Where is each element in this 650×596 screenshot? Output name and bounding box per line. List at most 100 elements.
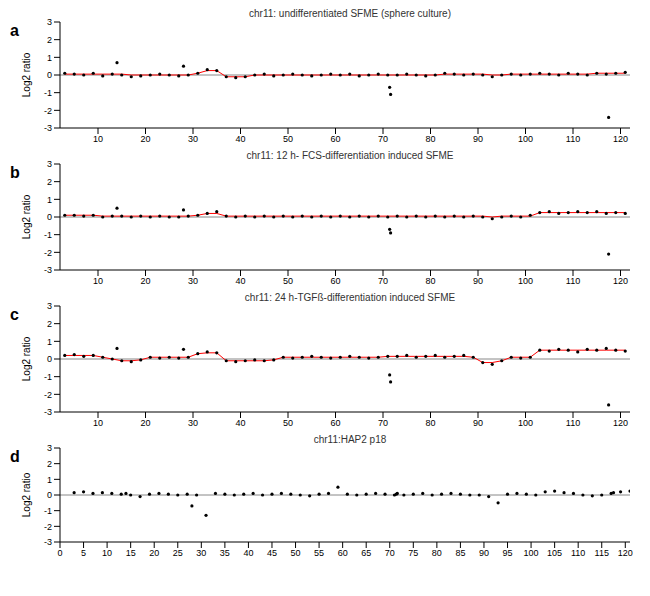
svg-text:10: 10 [93,276,103,286]
html-text:chr11: 24 h-TGFß-differentiati: chr11: 24 h-TGFß-differentiation induced… [244,292,456,303]
svg-text:25: 25 [173,548,183,558]
svg-text:30: 30 [196,548,206,558]
svg-text:Log2 ratio: Log2 ratio [21,336,32,381]
svg-text:70: 70 [378,276,388,286]
html-text:b: b [10,164,20,181]
svg-text:90: 90 [473,276,483,286]
svg-text:2: 2 [47,319,52,329]
svg-text:30: 30 [188,276,198,286]
svg-text:0: 0 [47,70,52,80]
svg-text:20: 20 [140,134,150,144]
svg-text:1: 1 [47,195,52,205]
svg-text:90: 90 [473,418,483,428]
svg-text:70: 70 [378,134,388,144]
svg-text:60: 60 [330,134,340,144]
svg-text:-3: -3 [44,537,52,547]
svg-text:70: 70 [378,418,388,428]
svg-text:120: 120 [618,548,633,558]
svg-text:0: 0 [47,212,52,222]
svg-text:1: 1 [47,53,52,63]
svg-text:2: 2 [47,459,52,469]
svg-text:1: 1 [47,475,52,485]
svg-text:100: 100 [518,276,533,286]
svg-text:3: 3 [47,17,52,27]
svg-text:95: 95 [503,548,513,558]
svg-text:110: 110 [566,276,580,286]
svg-text:-3: -3 [44,123,52,133]
svg-text:0: 0 [47,490,52,500]
svg-text:85: 85 [455,548,465,558]
svg-text:115: 115 [595,548,609,558]
svg-text:80: 80 [425,276,435,286]
svg-text:1: 1 [47,337,52,347]
svg-text:50: 50 [291,548,301,558]
svg-text:110: 110 [566,134,580,144]
svg-text:45: 45 [267,548,277,558]
svg-text:80: 80 [425,134,435,144]
svg-text:40: 40 [235,276,245,286]
svg-text:80: 80 [425,418,435,428]
svg-text:-2: -2 [44,390,52,400]
svg-text:50: 50 [283,276,293,286]
svg-text:40: 40 [235,418,245,428]
svg-text:75: 75 [408,548,418,558]
svg-text:3: 3 [47,301,52,311]
svg-text:20: 20 [140,276,150,286]
svg-text:65: 65 [361,548,371,558]
svg-text:55: 55 [314,548,324,558]
svg-text:50: 50 [283,134,293,144]
svg-text:100: 100 [518,418,533,428]
svg-text:-1: -1 [44,230,52,240]
html-text:chr11:HAP2 p18: chr11:HAP2 p18 [313,434,387,445]
svg-text:30: 30 [188,418,198,428]
svg-text:-3: -3 [44,265,52,275]
svg-text:90: 90 [479,548,489,558]
svg-text:40: 40 [243,548,253,558]
svg-text:120: 120 [613,134,628,144]
svg-text:60: 60 [330,418,340,428]
svg-text:35: 35 [220,548,230,558]
svg-text:120: 120 [613,418,628,428]
svg-text:2: 2 [47,177,52,187]
svg-text:Log2 ratio: Log2 ratio [21,194,32,239]
svg-text:-3: -3 [44,407,52,417]
svg-text:10: 10 [93,134,103,144]
svg-text:Log2 ratio: Log2 ratio [21,52,32,97]
svg-text:5: 5 [81,548,86,558]
svg-text:30: 30 [188,134,198,144]
svg-text:0: 0 [57,548,62,558]
svg-text:90: 90 [473,134,483,144]
svg-text:70: 70 [385,548,395,558]
svg-text:-1: -1 [44,372,52,382]
html-text:chr11: undifferentiated SFME (: chr11: undifferentiated SFME (sphere cul… [249,8,451,19]
svg-text:60: 60 [330,276,340,286]
svg-text:0: 0 [47,354,52,364]
svg-text:-1: -1 [44,88,52,98]
svg-text:105: 105 [547,548,562,558]
svg-text:100: 100 [524,548,539,558]
svg-text:10: 10 [93,418,103,428]
html-text:d: d [10,448,20,465]
svg-text:Log2 ratio: Log2 ratio [21,472,32,517]
html-text:chr11: 12 h- FCS-differentiati: chr11: 12 h- FCS-differentiation induced… [246,150,454,161]
svg-text:-2: -2 [44,522,52,532]
svg-text:15: 15 [126,548,136,558]
svg-text:20: 20 [140,418,150,428]
svg-text:3: 3 [47,443,52,453]
svg-text:-2: -2 [44,106,52,116]
svg-text:100: 100 [518,134,533,144]
svg-text:-1: -1 [44,506,52,516]
html-text:a: a [10,22,19,39]
svg-text:60: 60 [338,548,348,558]
svg-text:20: 20 [149,548,159,558]
svg-text:2: 2 [47,35,52,45]
svg-text:120: 120 [613,276,628,286]
svg-text:40: 40 [235,134,245,144]
svg-text:3: 3 [47,159,52,169]
svg-text:110: 110 [571,548,585,558]
svg-text:10: 10 [102,548,112,558]
svg-text:110: 110 [566,418,580,428]
svg-text:80: 80 [432,548,442,558]
svg-text:-2: -2 [44,248,52,258]
svg-text:50: 50 [283,418,293,428]
